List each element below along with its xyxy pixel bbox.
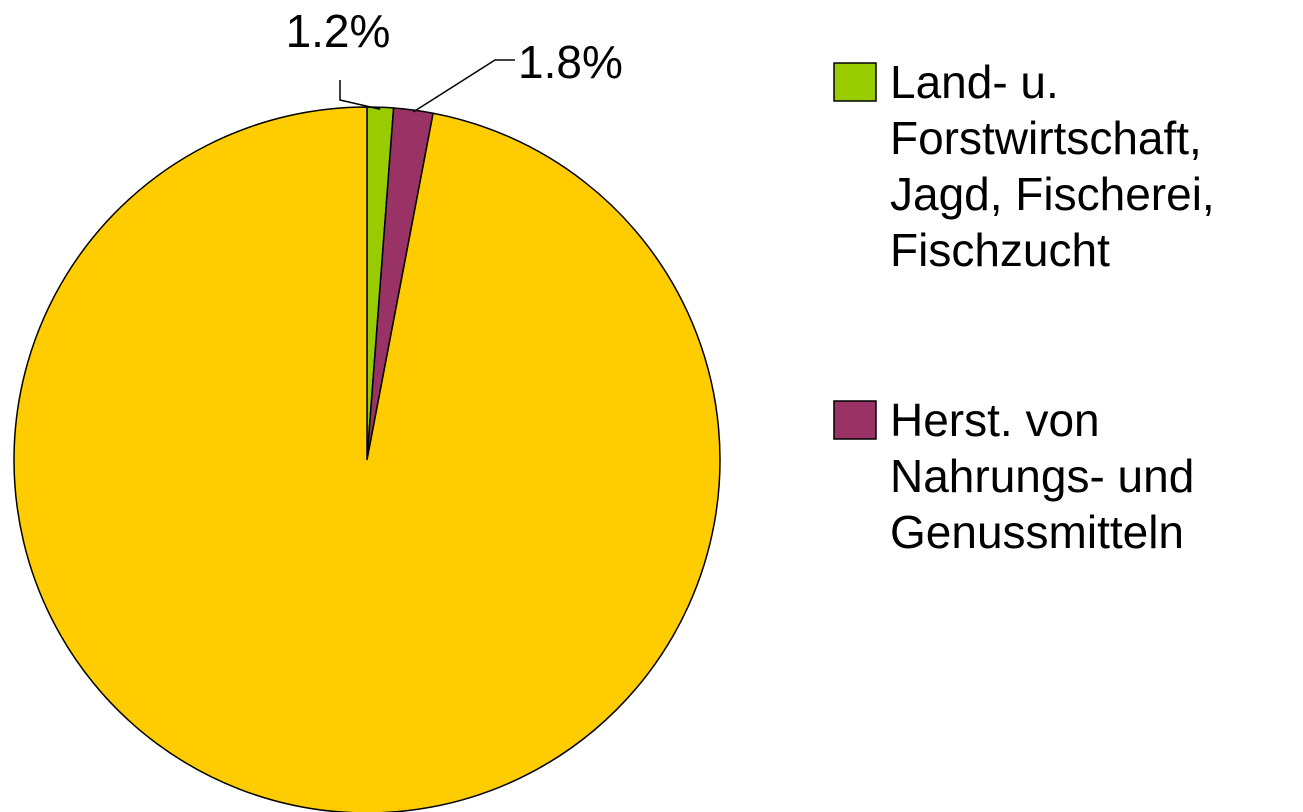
- legend-swatch: [833, 400, 877, 440]
- data-label: 1.8%: [518, 36, 623, 88]
- leader-line: [339, 80, 381, 110]
- legend-label: Land- u. Forstwirtschaft, Jagd, Fischere…: [890, 56, 1215, 276]
- legend-swatch: [833, 62, 877, 102]
- legend-label: Herst. von Nahrungs- und Genussmitteln: [890, 394, 1195, 558]
- leader-line: [412, 59, 515, 113]
- data-label: 1.2%: [286, 5, 391, 57]
- pie-slice: [13, 106, 721, 812]
